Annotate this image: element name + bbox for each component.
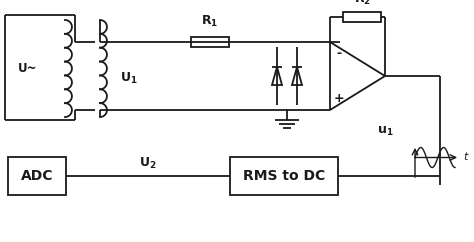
Bar	[344, 12, 382, 22]
Text: $\mathbf{R_2}$: $\mathbf{R_2}$	[354, 0, 371, 7]
Text: +: +	[334, 91, 344, 105]
Text: $\mathbf{u_1}$: $\mathbf{u_1}$	[377, 125, 393, 138]
Text: U~: U~	[18, 61, 38, 75]
Text: -: -	[337, 47, 342, 60]
Text: $\mathbf{U_1}$: $\mathbf{U_1}$	[120, 70, 138, 86]
Bar	[191, 37, 229, 47]
Text: t: t	[463, 152, 467, 162]
Text: $\mathbf{R_1}$: $\mathbf{R_1}$	[201, 14, 219, 29]
Text: RMS to DC: RMS to DC	[243, 169, 325, 183]
Text: ADC: ADC	[21, 169, 53, 183]
Text: $\mathbf{U_2}$: $\mathbf{U_2}$	[139, 156, 157, 171]
Bar	[230, 157, 338, 195]
Bar	[8, 157, 66, 195]
